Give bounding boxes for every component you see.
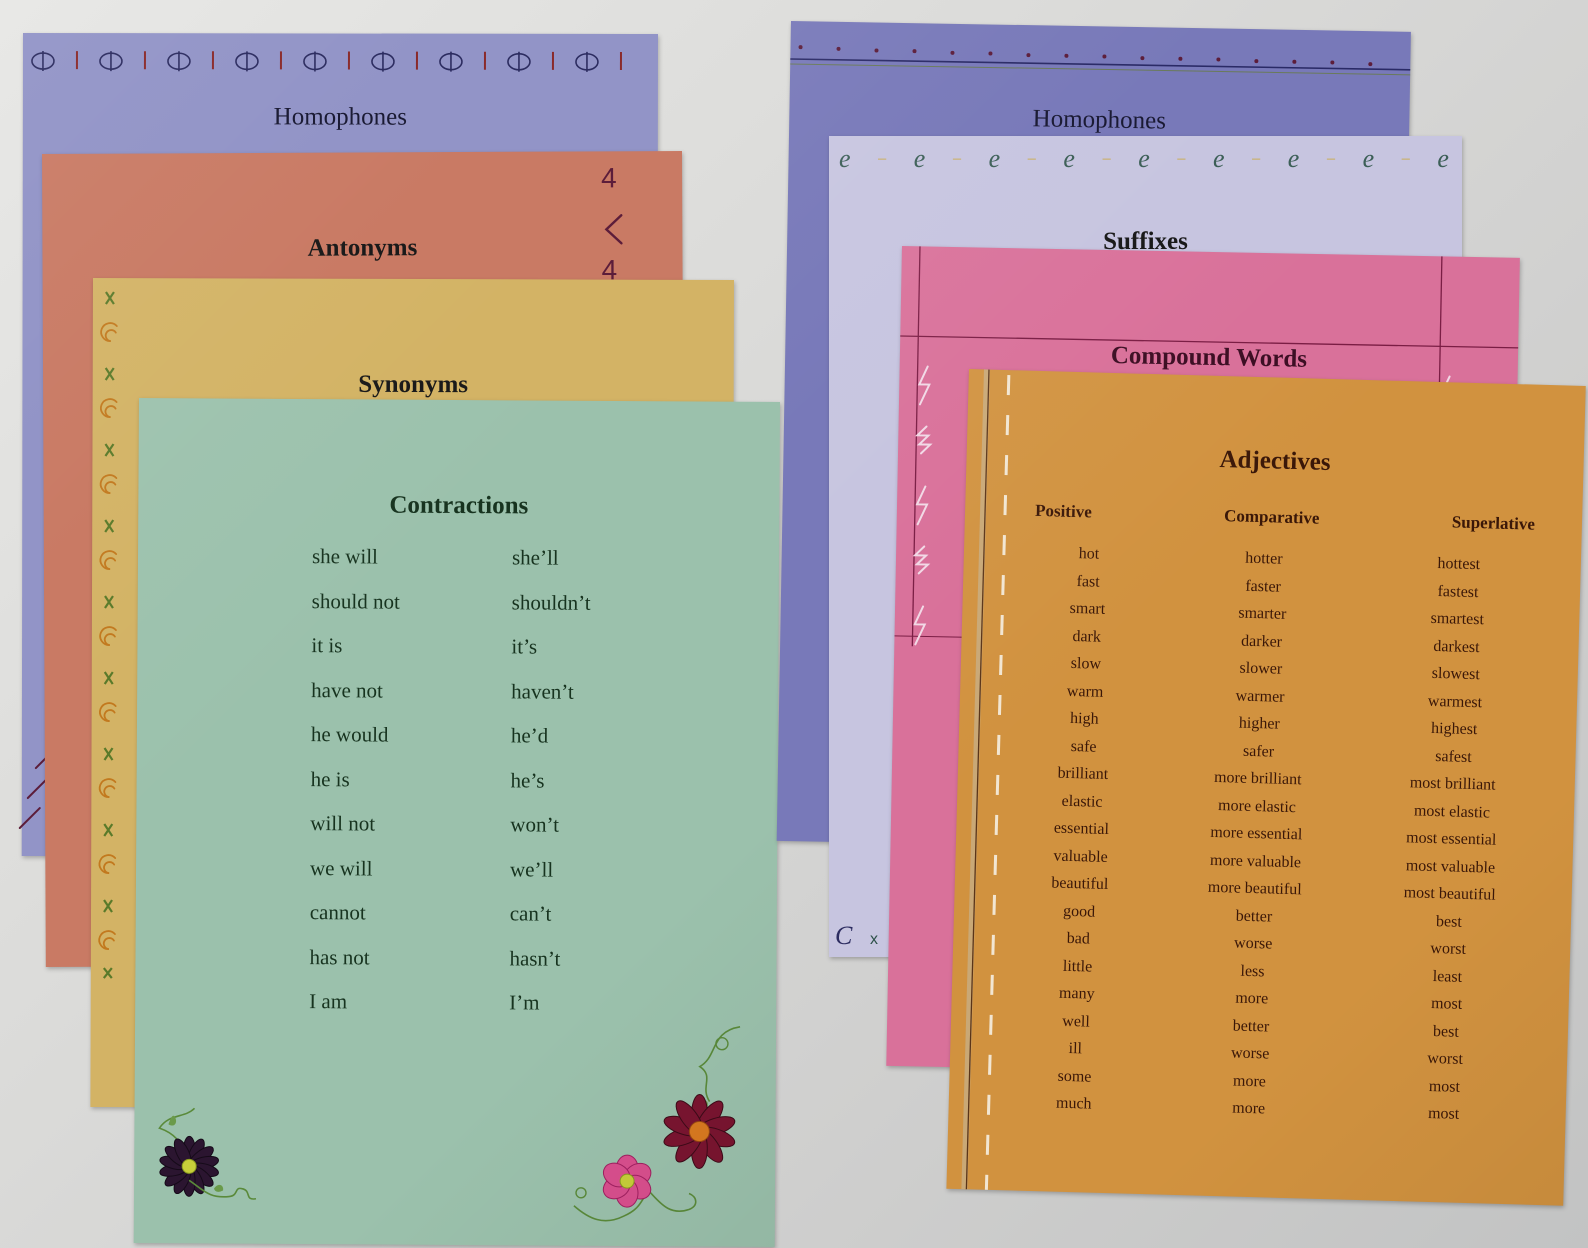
svg-text:4: 4 xyxy=(601,162,617,193)
svg-text:x: x xyxy=(870,931,878,948)
svg-text:C: C xyxy=(835,921,853,950)
